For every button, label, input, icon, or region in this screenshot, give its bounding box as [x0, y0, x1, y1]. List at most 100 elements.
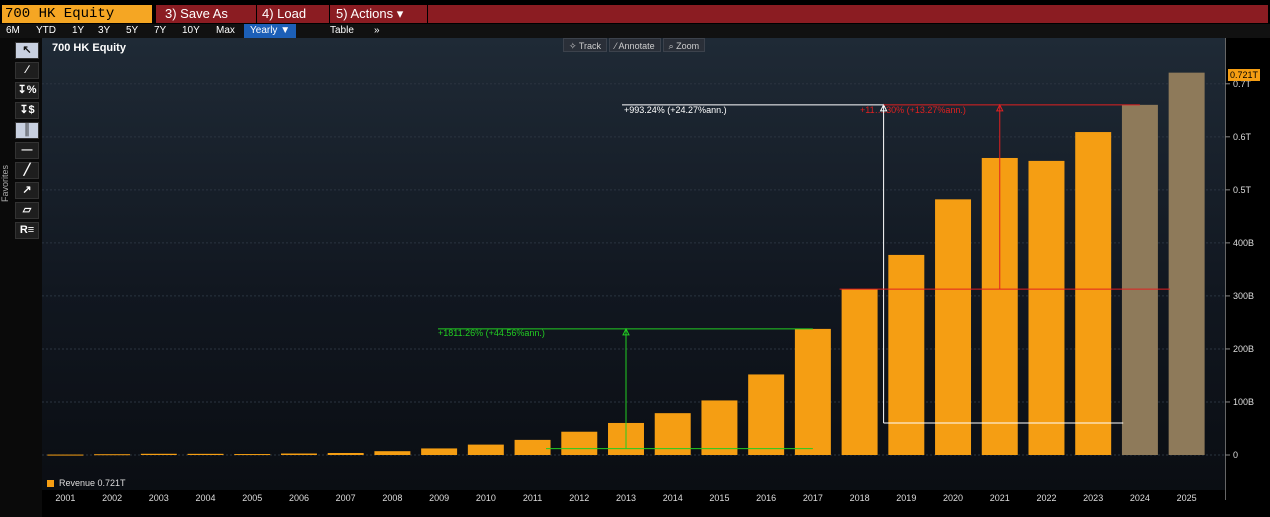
x-tick-label: 2025	[1177, 493, 1197, 503]
annotation-white-arrow	[879, 103, 888, 112]
drawing-tools-panel: Favorites ↖ ∕ ↧% ↧$ ║ — ╱ ↗ ▱ R≡	[0, 38, 42, 517]
x-tick-label: 2024	[1130, 493, 1150, 503]
cursor-arrow-icon[interactable]: ↖	[15, 42, 39, 59]
x-tick-label: 2013	[616, 493, 636, 503]
annotation-red-arrow	[995, 103, 1004, 112]
period-select[interactable]: Yearly ▼	[244, 24, 297, 38]
x-tick-label: 2014	[663, 493, 683, 503]
x-tick-label: 2023	[1083, 493, 1103, 503]
bar	[1028, 160, 1065, 455]
bar	[467, 444, 504, 455]
range-max-button[interactable]: Max	[216, 25, 235, 36]
x-tick-label: 2007	[336, 493, 356, 503]
chart-title: 700 HK Equity	[52, 42, 126, 54]
last-value-badge: 0.721T	[1228, 69, 1261, 81]
x-tick-label: 2016	[756, 493, 776, 503]
bar	[841, 289, 878, 455]
x-tick-label: 2001	[55, 493, 75, 503]
y-tick-label: 400B	[1233, 238, 1254, 248]
actions-menu-button[interactable]: 5) Actions ▾	[336, 5, 428, 23]
zoom-button[interactable]: ⌕ Zoom	[662, 38, 706, 52]
bar	[421, 448, 458, 455]
y-axis-panel	[1225, 38, 1270, 500]
x-tick-label: 2003	[149, 493, 169, 503]
dollar-arrow-icon[interactable]: ↧$	[15, 102, 39, 119]
x-tick-label: 2020	[943, 493, 963, 503]
bar	[140, 453, 177, 455]
range-toolbar: 6M YTD 1Y 3Y 5Y 7Y 10Y Max Yearly ▼ Tabl…	[0, 24, 1270, 38]
bar	[701, 400, 738, 455]
x-tick-label: 2009	[429, 493, 449, 503]
bar	[888, 254, 925, 455]
bar	[1168, 72, 1205, 456]
trend-line-icon[interactable]: ╱	[15, 162, 39, 179]
command-bar: 700 HK Equity 3) Save As 4) Load 5) Acti…	[0, 0, 1270, 24]
bar	[654, 413, 691, 455]
annotation-red-label: +11….30% (+13.27%ann.)	[860, 105, 966, 115]
y-tick-label: 0.5T	[1233, 185, 1252, 195]
pencil-icon[interactable]: ∕	[15, 62, 39, 79]
range-6m-button[interactable]: 6M	[6, 25, 20, 36]
line-icon[interactable]: —	[15, 142, 39, 159]
bar	[47, 454, 84, 456]
x-tick-label: 2005	[242, 493, 262, 503]
bar	[327, 452, 364, 455]
security-field[interactable]: 700 HK Equity	[2, 5, 152, 23]
x-tick-label: 2006	[289, 493, 309, 503]
legend-label: Revenue 0.721T	[59, 478, 126, 488]
y-tick-label: 0.7T	[1233, 79, 1252, 89]
bar	[794, 328, 831, 455]
bar	[94, 454, 131, 456]
range-7y-button[interactable]: 7Y	[154, 25, 167, 36]
annotation-green-label: +1811.26% (+44.56%ann.)	[438, 328, 545, 338]
save-as-button[interactable]: 3) Save As	[165, 5, 257, 23]
range-3y-button[interactable]: 3Y	[98, 25, 111, 36]
annotate-button[interactable]: ⁄ Annotate	[609, 38, 661, 52]
x-tick-label: 2002	[102, 493, 122, 503]
x-tick-label: 2008	[382, 493, 402, 503]
y-tick-label: 0.6T	[1233, 132, 1252, 142]
range-1y-button[interactable]: 1Y	[72, 25, 85, 36]
r-menu-icon[interactable]: R≡	[15, 222, 39, 239]
annotation-white-label: +993.24% (+24.27%ann.)	[624, 105, 727, 115]
x-tick-label: 2015	[709, 493, 729, 503]
bars-icon[interactable]: ║	[15, 122, 39, 139]
bar	[187, 453, 224, 455]
x-tick-label: 2017	[803, 493, 823, 503]
bar	[1121, 104, 1158, 456]
x-tick-label: 2004	[196, 493, 216, 503]
trend-arrows-icon[interactable]: ↗	[15, 182, 39, 199]
bar	[514, 439, 551, 455]
load-button[interactable]: 4) Load	[262, 5, 330, 23]
bar	[1075, 132, 1112, 455]
x-tick-label: 2011	[523, 493, 542, 503]
bar	[561, 431, 598, 455]
x-tick-label: 2022	[1036, 493, 1056, 503]
table-button[interactable]: Table	[330, 25, 354, 36]
x-tick-label: 2010	[476, 493, 496, 503]
y-tick-label: 100B	[1233, 397, 1254, 407]
y-tick-label: 300B	[1233, 291, 1254, 301]
bar	[280, 453, 317, 455]
x-tick-label: 2021	[990, 493, 1010, 503]
track-button[interactable]: ✧ Track	[563, 38, 608, 52]
bar	[234, 454, 271, 456]
x-axis-panel	[42, 490, 1225, 517]
more-button[interactable]: »	[374, 25, 380, 36]
chart-mode-bar: ✧ Track ⁄ Annotate ⌕ Zoom	[563, 38, 706, 52]
range-10y-button[interactable]: 10Y	[182, 25, 200, 36]
range-5y-button[interactable]: 5Y	[126, 25, 139, 36]
percent-arrow-icon[interactable]: ↧%	[15, 82, 39, 99]
y-tick-label: 0	[1233, 450, 1238, 460]
band-icon[interactable]: ▱	[15, 202, 39, 219]
x-tick-label: 2018	[850, 493, 870, 503]
legend: Revenue 0.721T	[47, 478, 126, 488]
bar	[748, 374, 785, 455]
range-ytd-button[interactable]: YTD	[36, 25, 56, 36]
bar	[374, 451, 411, 455]
x-tick-label: 2019	[896, 493, 916, 503]
legend-swatch	[47, 480, 54, 487]
action-strip	[156, 5, 1268, 23]
y-tick-label: 200B	[1233, 344, 1254, 354]
